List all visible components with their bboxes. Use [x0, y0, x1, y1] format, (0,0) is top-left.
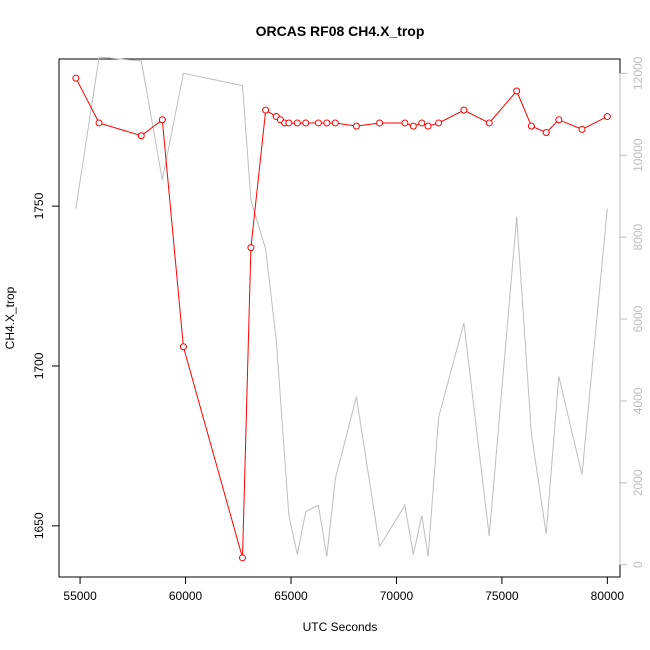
ch4-data-point: [409, 122, 417, 130]
ch4-data-point: [485, 119, 493, 127]
ch4-data-point: [95, 119, 103, 127]
y-tick-label: 1650: [32, 512, 46, 539]
ch4-data-point: [72, 74, 80, 82]
ch4-data-point: [401, 119, 409, 127]
ch4-data-point: [376, 119, 384, 127]
y2-tick-label: 2000: [631, 469, 645, 496]
ch4-data-point: [418, 119, 426, 127]
x-axis-label: UTC Seconds: [303, 620, 378, 634]
ch4-data-point: [247, 244, 255, 252]
series-layer: [72, 56, 611, 562]
ch4-data-point: [331, 119, 339, 127]
ch4-data-point: [262, 106, 270, 114]
y-tick-label: 1700: [32, 352, 46, 379]
x-tick-label: 75000: [485, 589, 519, 603]
ch4-data-point: [603, 113, 611, 121]
x-axis: 55000 60000 65000 70000 75000 80000: [63, 576, 625, 603]
y2-tick-label: 0: [631, 561, 645, 568]
ch4-data-point: [285, 119, 293, 127]
y2-tick-label: 8000: [631, 223, 645, 250]
ch4-data-point: [293, 119, 301, 127]
ch4-data-point: [302, 119, 310, 127]
ch4-data-point: [352, 122, 360, 130]
y-tick-label: 1750: [32, 192, 46, 219]
ch4-data-point: [555, 116, 563, 124]
x-tick-label: 70000: [380, 589, 414, 603]
ch4-data-point: [323, 119, 331, 127]
ch4-data-point: [578, 125, 586, 133]
y2-tick-label: 4000: [631, 387, 645, 414]
ch4-data-point: [527, 122, 535, 130]
y-axis-label: CH4.X_trop: [3, 286, 17, 349]
ch4-data-point: [435, 119, 443, 127]
y-axis-right: 0 2000 4000 6000 8000 10000 12000: [619, 56, 645, 568]
ch4-data-point: [513, 87, 521, 95]
x-tick-label: 55000: [63, 589, 97, 603]
ch4-data-point: [238, 554, 246, 562]
ch4-data-point: [179, 343, 187, 351]
ch4-data-point: [314, 119, 322, 127]
y2-tick-label: 6000: [631, 305, 645, 332]
ch4-data-point: [424, 122, 432, 130]
x-tick-label: 60000: [169, 589, 203, 603]
ch4-series-line: [75, 77, 608, 558]
x-tick-label: 65000: [274, 589, 308, 603]
ch4-data-point: [542, 129, 550, 137]
y2-tick-label: 10000: [631, 138, 645, 172]
ch4-data-point: [460, 106, 468, 114]
grey-series-line: [75, 56, 608, 557]
ch4-data-point: [158, 116, 166, 124]
y2-tick-label: 12000: [631, 56, 645, 90]
y-axis-left: 1650 1700 1750: [32, 192, 60, 539]
x-tick-label: 80000: [591, 589, 625, 603]
ch4-data-point: [137, 132, 145, 140]
chart-title: ORCAS RF08 CH4.X_trop: [256, 23, 425, 39]
